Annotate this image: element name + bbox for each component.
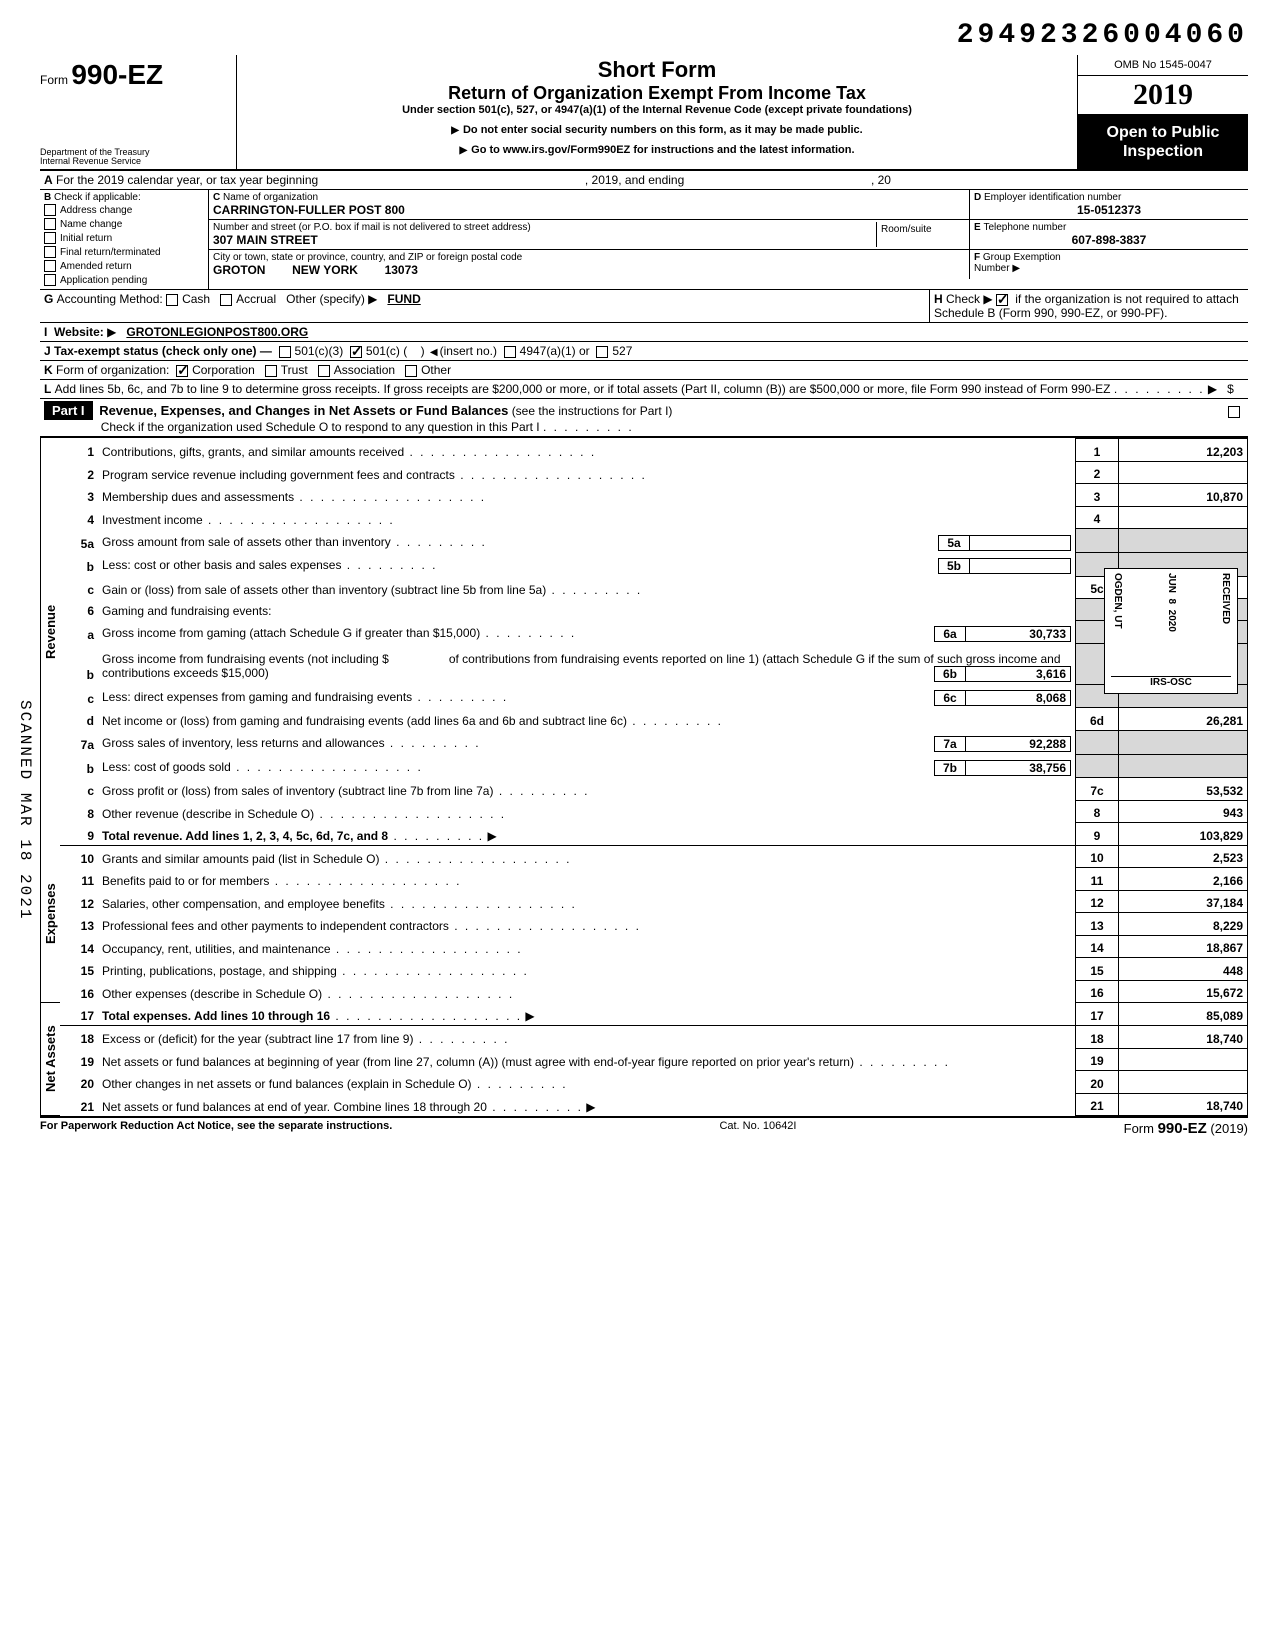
subtitle: Under section 501(c), 527, or 4947(a)(1)… (245, 104, 1069, 116)
chk-cash[interactable] (166, 294, 178, 306)
open-to-public: Open to Public Inspection (1078, 115, 1248, 169)
j-label: Tax-exempt status (check only one) — (54, 344, 272, 358)
j-opt4: 527 (612, 344, 632, 358)
footer-year: (2019) (1210, 1121, 1248, 1136)
chk-501c3[interactable] (279, 346, 291, 358)
h-label: Check (946, 292, 980, 306)
chk-501c[interactable] (350, 346, 362, 358)
b-opt-0: Address change (60, 205, 132, 216)
footer-mid: Cat. No. 10642I (719, 1120, 796, 1137)
part1-title: Revenue, Expenses, and Changes in Net As… (99, 403, 508, 418)
part1-suffix: (see the instructions for Part I) (512, 404, 673, 418)
i-label: Website: (54, 325, 104, 339)
chk-part1-schedO[interactable] (1228, 406, 1240, 418)
e-label: Telephone number (983, 222, 1066, 233)
identity-block: B Check if applicable: Address change Na… (40, 190, 1248, 290)
form-label: Form (40, 73, 68, 87)
b-opt-2: Initial return (60, 233, 112, 244)
org-city: GROTON NEW YORK 13073 (213, 263, 965, 277)
street-label: Number and street (or P.O. box if mail i… (213, 222, 876, 233)
received-stamp: RECEIVED OGDEN, UT JUN 8 2020 IRS-OSC (1104, 568, 1238, 694)
chk-other-org[interactable] (405, 365, 417, 377)
side-scan-stamp: SCANNED MAR 18 2021 (16, 700, 34, 920)
chk-initial-return[interactable] (44, 232, 56, 244)
g-other-val: FUND (387, 292, 420, 306)
footer-form: 990-EZ (1158, 1120, 1207, 1137)
b-label: Check if applicable: (54, 192, 141, 203)
line-a-text: For the 2019 calendar year, or tax year … (56, 173, 318, 187)
j-opt1: 501(c) ( (366, 344, 407, 358)
line-a-mid: , 2019, and ending (585, 173, 684, 187)
ein: 15-0512373 (974, 203, 1244, 217)
part1-check-text: Check if the organization used Schedule … (101, 420, 540, 434)
chk-name-change[interactable] (44, 218, 56, 230)
b-opt-5: Application pending (60, 275, 147, 286)
website: GROTONLEGIONPOST800.ORG (126, 325, 308, 339)
phone: 607-898-3837 (974, 233, 1244, 247)
l-text: Add lines 5b, 6c, and 7b to line 9 to de… (55, 382, 1111, 396)
city-label: City or town, state or province, country… (213, 252, 965, 263)
note-ssn: Do not enter social security numbers on … (245, 124, 1069, 136)
footer-left: For Paperwork Reduction Act Notice, see … (40, 1120, 392, 1137)
chk-address-change[interactable] (44, 204, 56, 216)
title-short-form: Short Form (245, 57, 1069, 83)
footer: For Paperwork Reduction Act Notice, see … (40, 1118, 1248, 1137)
k-opt3: Other (421, 363, 451, 377)
line-a-end: , 20 (871, 173, 891, 187)
org-name: CARRINGTON-FULLER POST 800 (213, 203, 965, 217)
g-accrual: Accrual (236, 292, 276, 306)
g-other: Other (specify) (286, 292, 365, 306)
lines-table: 1Contributions, gifts, grants, and simil… (60, 438, 1248, 1116)
chk-app-pending[interactable] (44, 274, 56, 286)
chk-4947[interactable] (504, 346, 516, 358)
k-opt0: Corporation (192, 363, 255, 377)
b-opt-1: Name change (60, 219, 122, 230)
b-opt-3: Final return/terminated (60, 247, 161, 258)
dept-line2: Internal Revenue Service (40, 157, 230, 167)
k-opt1: Trust (281, 363, 308, 377)
chk-corp[interactable] (176, 365, 188, 377)
part1-bar: Part I (44, 401, 93, 420)
org-street: 307 MAIN STREET (213, 233, 876, 247)
chk-assoc[interactable] (318, 365, 330, 377)
vlabel-expenses: Expenses (40, 826, 60, 1003)
k-label: Form of organization: (56, 363, 169, 377)
chk-amended[interactable] (44, 260, 56, 272)
g-label: Accounting Method: (57, 292, 163, 306)
c-label: Name of organization (223, 192, 318, 203)
j-opt3: 4947(a)(1) or (520, 344, 590, 358)
k-opt2: Association (334, 363, 395, 377)
note-url: Go to www.irs.gov/Form990EZ for instruct… (245, 144, 1069, 156)
chk-schedule-b[interactable] (996, 294, 1008, 306)
title-return: Return of Organization Exempt From Incom… (245, 83, 1069, 104)
d-label: Employer identification number (984, 192, 1121, 203)
document-id: 29492326004060 (40, 20, 1248, 51)
omb-number: OMB No 1545-0047 (1078, 55, 1248, 76)
b-opt-4: Amended return (60, 261, 132, 272)
f-label2: Number (974, 263, 1010, 274)
f-label: Group Exemption (983, 252, 1061, 263)
j-opt0: 501(c)(3) (295, 344, 344, 358)
chk-final-return[interactable] (44, 246, 56, 258)
tax-year: 2019 (1078, 76, 1248, 115)
j-opt2: (insert no.) (440, 344, 497, 358)
form-header: Form 990-EZ Department of the Treasury I… (40, 55, 1248, 171)
vlabel-revenue: Revenue (40, 438, 60, 826)
room-label: Room/suite (881, 224, 961, 235)
vlabel-netassets: Net Assets (40, 1003, 60, 1116)
g-cash: Cash (182, 292, 210, 306)
form-number: 990-EZ (71, 59, 163, 90)
h-text: if the organization is not required to a… (934, 292, 1239, 320)
chk-527[interactable] (596, 346, 608, 358)
chk-accrual[interactable] (220, 294, 232, 306)
chk-trust[interactable] (265, 365, 277, 377)
line-a: A For the 2019 calendar year, or tax yea… (40, 171, 1248, 190)
